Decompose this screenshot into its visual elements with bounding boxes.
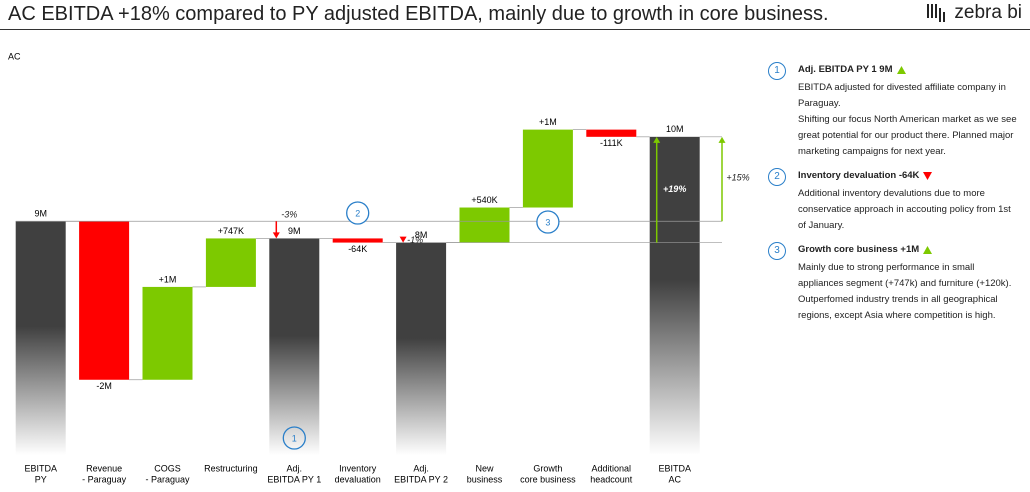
total-bar (269, 238, 320, 455)
x-tick-label: EBITDA (658, 463, 691, 473)
delta-bar (522, 129, 573, 208)
logo: zebra bi (926, 2, 1022, 24)
total-bar (649, 136, 700, 455)
trend-triangle (896, 66, 906, 74)
delta-bar (142, 286, 193, 380)
x-tick-label: COGS (154, 463, 181, 473)
value-label: 9M (34, 209, 47, 219)
trend-triangle (923, 172, 933, 180)
comment-title: Adj. EBITDA PY 1 9M (798, 64, 893, 75)
comment-title: Inventory devaluation -64K (798, 170, 920, 181)
title-rule (0, 29, 1030, 30)
arrow-head (653, 136, 661, 143)
value-label: -111K (600, 138, 623, 148)
marker-label: 2 (355, 208, 360, 218)
comment-title-row: Growth core business +1M (798, 242, 1020, 258)
value-label: 9M (288, 226, 301, 236)
x-tick-label: Adj. (413, 463, 429, 473)
value-label: 10M (666, 124, 684, 134)
value-label: -2M (96, 381, 112, 391)
x-tick-label: Adj. (287, 463, 303, 473)
comment-text: Mainly due to strong performance in smal… (798, 262, 1012, 321)
comments: 1 Adj. EBITDA PY 1 9M EBITDA adjusted for … (766, 62, 1020, 332)
x-tick-label: New (475, 463, 494, 473)
variance-label: +15% (726, 173, 749, 183)
comment: 3 Growth core business +1M Mainly due to s… (766, 242, 1020, 324)
x-tick-label: core business (520, 474, 576, 484)
value-label: +747K (218, 226, 244, 236)
variance-label: -1% (407, 235, 423, 245)
x-tick-label: EBITDA (24, 463, 57, 473)
variance-arrow (653, 136, 661, 243)
logo-icon (927, 4, 946, 22)
x-tick-label: - Paraguay (145, 474, 190, 484)
comment: 2 Inventory devaluation -64K Additional in… (766, 168, 1020, 234)
total-bar (396, 242, 447, 455)
arrow-head (272, 232, 280, 239)
x-tick-label: AC (668, 474, 681, 484)
x-tick-label: EBITDA PY 1 (267, 474, 321, 484)
delta-bar (205, 238, 256, 287)
x-tick-label: PY (35, 474, 47, 484)
variance-label: +19% (663, 184, 686, 194)
x-tick-label: Inventory (339, 463, 377, 473)
comment-text: Additional inventory devalutions due to … (798, 188, 1011, 231)
variance-arrow (272, 221, 280, 239)
x-tick-label: headcount (590, 474, 633, 484)
x-tick-label: EBITDA PY 2 (394, 474, 448, 484)
variance-label: -3% (281, 210, 297, 220)
comment-text: Shifting our focus North American market… (798, 114, 1017, 157)
marker-label: 1 (292, 433, 297, 443)
comment-title-row: Adj. EBITDA PY 1 9M (798, 62, 1020, 78)
delta-bar (332, 238, 383, 243)
x-tick-label: - Paraguay (82, 474, 127, 484)
variance-arrow (399, 236, 407, 243)
x-tick-label: Growth (533, 463, 562, 473)
trend-triangle (923, 246, 933, 254)
comment-number: 3 (768, 242, 786, 260)
comment-title: Growth core business +1M (798, 244, 920, 255)
marker-circle (282, 426, 306, 450)
value-label: +540K (471, 195, 497, 205)
marker-circle (536, 210, 560, 234)
variance-arrow (718, 136, 726, 222)
value-label: -64K (348, 244, 367, 254)
comment-text: EBITDA adjusted for divested affiliate c… (798, 82, 1006, 109)
trend-icon (896, 66, 906, 74)
delta-bar (79, 221, 130, 380)
value-label: +1M (159, 274, 177, 284)
logo-text: zebra bi (954, 2, 1022, 23)
marker-label: 3 (545, 217, 550, 227)
x-tick-label: business (467, 474, 503, 484)
arrow-head (399, 236, 407, 243)
comment-number: 1 (768, 62, 786, 80)
x-tick-label: devaluation (335, 474, 381, 484)
axis-label: AC (8, 51, 21, 61)
title: AC EBITDA +18% compared to PY adjusted E… (8, 3, 829, 25)
delta-bar (459, 207, 510, 243)
comment: 1 Adj. EBITDA PY 1 9M EBITDA adjusted for … (766, 62, 1020, 160)
comment-title-row: Inventory devaluation -64K (798, 168, 1020, 184)
value-label: 8M (415, 230, 428, 240)
x-tick-label: Revenue (86, 463, 122, 473)
total-bar (15, 221, 66, 455)
marker-circle (346, 201, 370, 225)
x-tick-label: Additional (592, 463, 632, 473)
trend-icon (923, 172, 933, 180)
x-tick-label: Restructuring (204, 463, 258, 473)
arrow-head (718, 136, 726, 143)
comment-number: 2 (768, 168, 786, 186)
trend-icon (923, 246, 933, 254)
delta-bar (586, 129, 637, 137)
value-label: +1M (539, 117, 557, 127)
